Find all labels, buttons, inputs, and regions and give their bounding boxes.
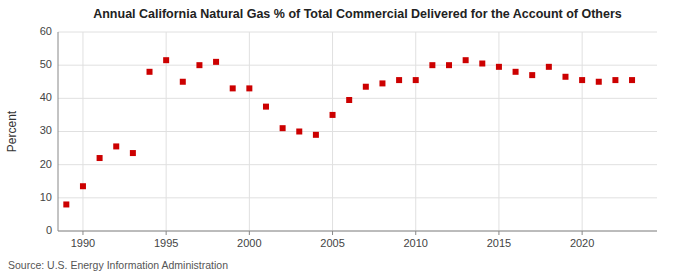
- grid: [58, 32, 657, 231]
- x-tick-label: 2010: [403, 237, 427, 249]
- x-tick-label: 2005: [320, 237, 344, 249]
- y-grid-line: [58, 231, 657, 232]
- point: [296, 129, 302, 135]
- axes: 0 10 20 30 40 50 60 1990 1995 2000 2005 2010 2015 202…: [40, 25, 657, 249]
- x-tick-mark: [582, 231, 583, 235]
- point: [263, 104, 269, 110]
- x-tick-mark: [82, 231, 83, 235]
- chart-container: 0 10 20 30 40 50 60 1990 1995 2000 2005 2010 2015 202…: [0, 0, 675, 275]
- point: [479, 61, 485, 67]
- point: [63, 201, 69, 207]
- point: [446, 62, 452, 68]
- y-tick-label: 0: [46, 224, 52, 236]
- y-grid-line: [58, 65, 657, 66]
- y-grid-line: [58, 98, 657, 99]
- x-tick-mark: [498, 231, 499, 235]
- point: [562, 74, 568, 80]
- point: [579, 77, 585, 83]
- x-tick-mark: [249, 231, 250, 235]
- point: [180, 79, 186, 85]
- y-tick-label: 10: [40, 191, 52, 203]
- x-grid-line: [82, 32, 83, 231]
- x-grid-line: [332, 32, 333, 231]
- point: [213, 59, 219, 65]
- annotation: Source: U.S. Energy Information Administ…: [8, 259, 228, 271]
- point: [546, 64, 552, 70]
- points: [63, 57, 635, 207]
- x-tick-label: 2020: [570, 237, 594, 249]
- point: [596, 79, 602, 85]
- point: [130, 150, 136, 156]
- point: [196, 62, 202, 68]
- x-axis-line: [58, 231, 657, 232]
- point: [629, 77, 635, 83]
- point: [463, 57, 469, 63]
- x-tick-mark: [332, 231, 333, 235]
- point: [396, 77, 402, 83]
- y-grid-line: [58, 131, 657, 132]
- point: [280, 125, 286, 131]
- y-axis-label: Percent: [5, 110, 19, 152]
- y-axis-line: [58, 32, 59, 231]
- y-grid-line: [58, 164, 657, 165]
- point: [147, 69, 153, 75]
- point: [496, 64, 502, 70]
- point: [429, 62, 435, 68]
- point: [163, 57, 169, 63]
- y-tick-label: 50: [40, 58, 52, 70]
- y-tick-label: 20: [40, 158, 52, 170]
- x-tick-mark: [415, 231, 416, 235]
- point: [529, 72, 535, 78]
- chart-svg: 0 10 20 30 40 50 60 1990 1995 2000 2005 2010 2015 202…: [0, 0, 675, 275]
- point: [113, 143, 119, 149]
- y-tick-label: 60: [40, 25, 52, 37]
- point: [246, 85, 252, 91]
- x-grid-line: [415, 32, 416, 231]
- x-tick-label: 2000: [237, 237, 261, 249]
- x-grid-line: [249, 32, 250, 231]
- point: [230, 85, 236, 91]
- x-grid-line: [498, 32, 499, 231]
- point: [363, 84, 369, 90]
- point: [413, 77, 419, 83]
- point: [97, 155, 103, 161]
- point: [379, 80, 385, 86]
- y-tick-label: 30: [40, 124, 52, 136]
- point: [612, 77, 618, 83]
- y-tick-label: 40: [40, 91, 52, 103]
- point: [313, 132, 319, 138]
- x-tick-label: 1990: [71, 237, 95, 249]
- point: [80, 183, 86, 189]
- y-grid-line: [58, 197, 657, 198]
- y-grid-line: [58, 32, 657, 33]
- x-grid-line: [582, 32, 583, 231]
- x-tick-mark: [166, 231, 167, 235]
- x-tick-label: 2015: [487, 237, 511, 249]
- x-tick-label: 1995: [154, 237, 178, 249]
- point: [330, 112, 336, 118]
- chart-title: Annual California Natural Gas % of Total…: [93, 7, 622, 21]
- point: [346, 97, 352, 103]
- point: [513, 69, 519, 75]
